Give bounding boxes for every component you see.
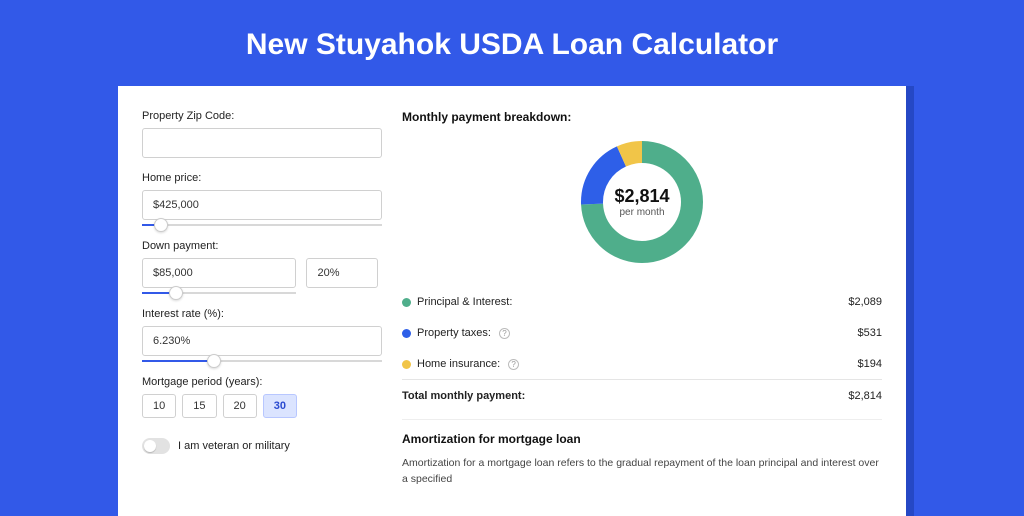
legend-dot-icon	[402, 298, 411, 307]
interest-rate-slider-thumb[interactable]	[207, 354, 221, 368]
donut-chart: $2,814 per month	[576, 136, 708, 268]
veteran-toggle-row: I am veteran or military	[142, 438, 382, 454]
home-price-field: Home price:	[142, 172, 382, 226]
info-icon[interactable]: ?	[499, 328, 510, 339]
donut-chart-wrap: $2,814 per month	[402, 136, 882, 268]
amortization-heading: Amortization for mortgage loan	[402, 432, 882, 446]
donut-center: $2,814 per month	[576, 136, 708, 268]
mortgage-period-options: 1015 2030	[142, 394, 382, 418]
interest-rate-slider[interactable]	[142, 360, 382, 362]
mortgage-period-option-10[interactable]: 10	[142, 394, 176, 418]
interest-rate-slider-fill	[142, 360, 214, 362]
legend-row-principal_interest: Principal & Interest: $2,089	[402, 286, 882, 317]
legend-label-text: Home insurance:	[417, 358, 500, 370]
breakdown-panel: Monthly payment breakdown: $2,814 per mo…	[402, 110, 882, 516]
down-payment-field: Down payment:	[142, 240, 382, 294]
breakdown-heading: Monthly payment breakdown:	[402, 110, 882, 124]
interest-rate-input[interactable]	[142, 326, 382, 356]
zip-field: Property Zip Code:	[142, 110, 382, 158]
legend-value-property_taxes: $531	[858, 327, 882, 339]
legend-dot-icon	[402, 360, 411, 369]
legend-label-property_taxes: Property taxes:?	[402, 327, 858, 339]
legend: Principal & Interest: $2,089 Property taxe…	[402, 286, 882, 379]
legend-dot-icon	[402, 329, 411, 338]
donut-center-sub: per month	[619, 207, 664, 218]
down-payment-pct-input[interactable]	[306, 258, 378, 288]
legend-label-text: Property taxes:	[417, 327, 491, 339]
veteran-toggle[interactable]	[142, 438, 170, 454]
down-payment-slider-thumb[interactable]	[169, 286, 183, 300]
zip-label: Property Zip Code:	[142, 110, 382, 122]
home-price-slider[interactable]	[142, 224, 382, 226]
interest-rate-field: Interest rate (%):	[142, 308, 382, 362]
veteran-toggle-knob	[144, 440, 156, 452]
section-divider	[402, 419, 882, 420]
donut-center-amount: $2,814	[614, 186, 669, 207]
home-price-slider-thumb[interactable]	[154, 218, 168, 232]
legend-value-home_insurance: $194	[858, 358, 882, 370]
input-panel: Property Zip Code: Home price: Down paym…	[142, 110, 382, 516]
mortgage-period-option-30[interactable]: 30	[263, 394, 297, 418]
home-price-label: Home price:	[142, 172, 382, 184]
home-price-input[interactable]	[142, 190, 382, 220]
legend-row-home_insurance: Home insurance:?$194	[402, 348, 882, 379]
page-title: New Stuyahok USDA Loan Calculator	[0, 0, 1024, 86]
legend-row-property_taxes: Property taxes:?$531	[402, 317, 882, 348]
down-payment-input[interactable]	[142, 258, 296, 288]
legend-total-label: Total monthly payment:	[402, 390, 848, 402]
legend-label-text: Principal & Interest:	[417, 296, 512, 308]
mortgage-period-option-15[interactable]: 15	[182, 394, 216, 418]
mortgage-period-option-20[interactable]: 20	[223, 394, 257, 418]
legend-row-total: Total monthly payment: $2,814	[402, 379, 882, 411]
legend-label-principal_interest: Principal & Interest:	[402, 296, 848, 308]
calculator-card: Property Zip Code: Home price: Down paym…	[118, 86, 906, 516]
legend-label-home_insurance: Home insurance:?	[402, 358, 858, 370]
veteran-toggle-label: I am veteran or military	[178, 440, 290, 452]
zip-input[interactable]	[142, 128, 382, 158]
amortization-text: Amortization for a mortgage loan refers …	[402, 456, 882, 488]
info-icon[interactable]: ?	[508, 359, 519, 370]
mortgage-period-label: Mortgage period (years):	[142, 376, 382, 388]
down-payment-slider[interactable]	[142, 292, 296, 294]
mortgage-period-field: Mortgage period (years): 1015 2030	[142, 376, 382, 418]
legend-total-value: $2,814	[848, 390, 882, 402]
interest-rate-label: Interest rate (%):	[142, 308, 382, 320]
legend-value-principal_interest: $2,089	[848, 296, 882, 308]
down-payment-label: Down payment:	[142, 240, 382, 252]
